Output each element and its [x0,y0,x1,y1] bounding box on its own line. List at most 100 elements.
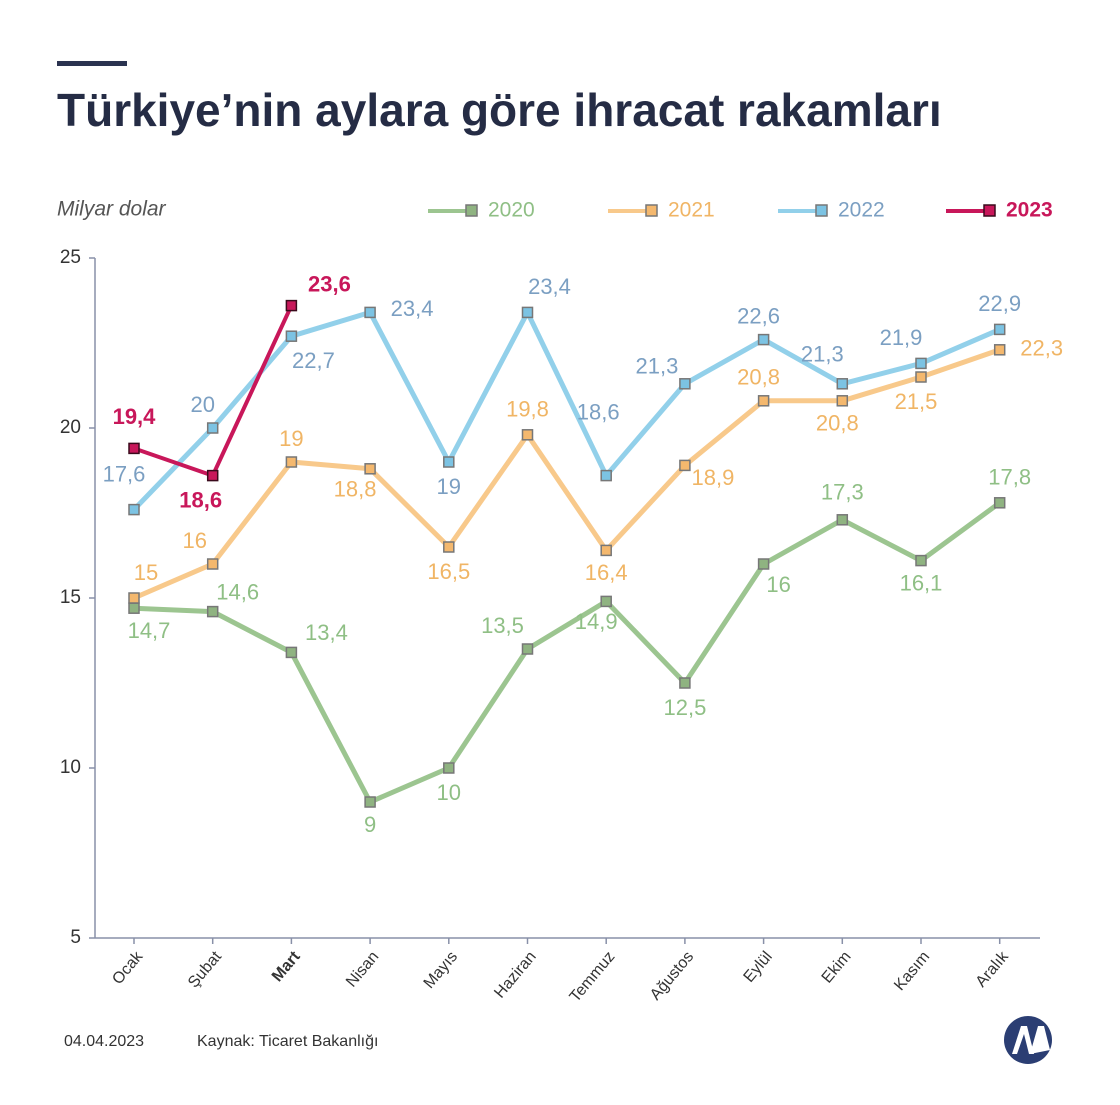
line [133,347,1001,601]
x-tick-label: Temmuz [567,948,619,1005]
marker [993,497,1006,509]
y-tick-label: 5 [70,927,81,948]
line [133,304,294,478]
legend-label: 2020 [488,199,535,222]
value-label: 15 [134,560,158,585]
title-rule [57,61,127,66]
chart-title: Türkiye’nin aylara göre ihracat rakamlar… [57,84,942,136]
marker [600,595,612,608]
x-tick-label: Mart [269,948,304,985]
marker [285,456,298,468]
y-tick-label: 20 [60,417,81,438]
value-label: 17,8 [988,465,1031,490]
marker [206,605,219,618]
marker [206,422,219,434]
marker [600,469,612,482]
marker [993,344,1006,356]
value-label: 23,4 [391,296,434,321]
legend-marker [465,204,478,217]
value-label: 10 [437,780,461,805]
series: 19,4 18,6 23,6 [113,271,351,512]
value-label: 16,5 [427,559,470,584]
value-label: 21,3 [801,342,844,367]
value-label: 18,6 [577,399,620,424]
marker [915,554,927,567]
value-label: 16 [766,572,790,597]
value-label: 20,8 [737,365,780,390]
marker [679,677,691,689]
x-tick-label: Mayıs [421,948,461,992]
value-label: 20,8 [816,411,859,436]
value-label: 23,4 [528,274,571,299]
marker [128,592,140,604]
value-label: 21,3 [635,354,678,379]
marker [521,643,534,655]
value-label: 17,6 [103,461,146,486]
x-tick-label: Ekim [819,948,855,986]
marker [206,469,219,482]
value-label: 14,7 [128,618,171,643]
logo-glyph [1012,1026,1050,1054]
value-label: 18,9 [691,465,734,490]
value-label: 13,5 [481,613,524,638]
value-label: 19,4 [113,404,157,429]
x-tick-label: Eylül [741,948,776,986]
value-label: 19,8 [506,397,549,422]
marker [915,357,927,370]
value-label: 23,6 [308,271,351,296]
legend-label: 2023 [1006,199,1053,222]
value-label: 14,9 [575,609,618,634]
marker [285,330,298,342]
value-label: 18,8 [334,477,377,502]
marker [679,459,691,472]
x-tick-label: Haziran [491,948,539,1001]
value-label: 20 [190,392,214,417]
value-label: 22,6 [737,303,780,328]
value-label: 14,6 [216,579,259,604]
marker [757,333,770,346]
logo [1004,1016,1052,1064]
x-tick-label: Aralık [973,948,1013,991]
value-label: 21,5 [895,389,938,414]
marker [443,541,455,553]
series: 15 16 19 18,8 16,5 19,8 16,4 18,9 20,8 20,8 21,5 22… [128,336,1063,604]
value-label: 21,9 [880,325,923,350]
x-tick-label: Şubat [185,948,225,991]
value-label: 13,4 [305,620,348,645]
line [133,500,1002,805]
value-label: 22,7 [292,348,335,373]
legend-label: 2022 [838,199,885,222]
y-tick-label: 15 [60,587,81,608]
marker [757,395,770,407]
value-label: 19 [437,474,461,499]
marker [836,514,849,526]
series: 14,7 14,6 13,4 9 10 13,5 14,9 12,5 16 17,3 16,1 17,… [128,465,1032,837]
marker [206,558,219,570]
value-label: 18,6 [179,487,222,512]
marker [443,762,455,774]
value-label: 17,3 [821,480,864,505]
marker [128,602,140,614]
y-tick-label: 25 [60,247,81,268]
value-label: 16 [182,528,206,553]
marker [679,378,691,390]
x-tick-label: Ağustos [647,948,697,1003]
marker [364,796,376,808]
legend-marker [645,204,658,217]
value-label: 22,9 [978,291,1021,316]
marker [757,558,770,570]
y-tick-label: 10 [60,757,81,778]
value-label: 12,5 [663,695,706,720]
line [132,309,1001,512]
marker [128,442,140,455]
legend-marker [815,204,828,217]
value-label: 19 [279,426,303,451]
marker [521,429,534,441]
marker [600,544,612,557]
value-label: 9 [364,812,376,837]
marker [521,306,534,319]
marker [836,395,849,407]
value-label: 22,3 [1020,336,1063,361]
marker [285,299,298,312]
